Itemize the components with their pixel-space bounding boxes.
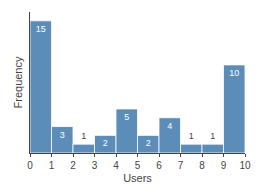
svg-text:Frequency: Frequency [12,56,24,108]
svg-text:9: 9 [221,160,227,171]
svg-text:2: 2 [70,160,76,171]
svg-text:5: 5 [124,112,129,122]
svg-text:15: 15 [36,24,46,34]
svg-text:3: 3 [60,130,65,140]
svg-text:7: 7 [178,160,184,171]
svg-text:2: 2 [103,138,108,148]
svg-text:0: 0 [27,160,33,171]
svg-text:1: 1 [210,131,215,141]
svg-text:4: 4 [113,160,119,171]
svg-text:10: 10 [239,160,251,171]
svg-text:2: 2 [146,138,151,148]
svg-text:10: 10 [229,68,239,78]
svg-text:3: 3 [92,160,98,171]
svg-text:5: 5 [135,160,141,171]
svg-text:8: 8 [199,160,205,171]
svg-text:Users: Users [123,172,152,184]
svg-text:1: 1 [49,160,55,171]
svg-text:1: 1 [81,131,86,141]
svg-text:4: 4 [167,121,172,131]
svg-text:1: 1 [189,131,194,141]
svg-text:6: 6 [156,160,162,171]
